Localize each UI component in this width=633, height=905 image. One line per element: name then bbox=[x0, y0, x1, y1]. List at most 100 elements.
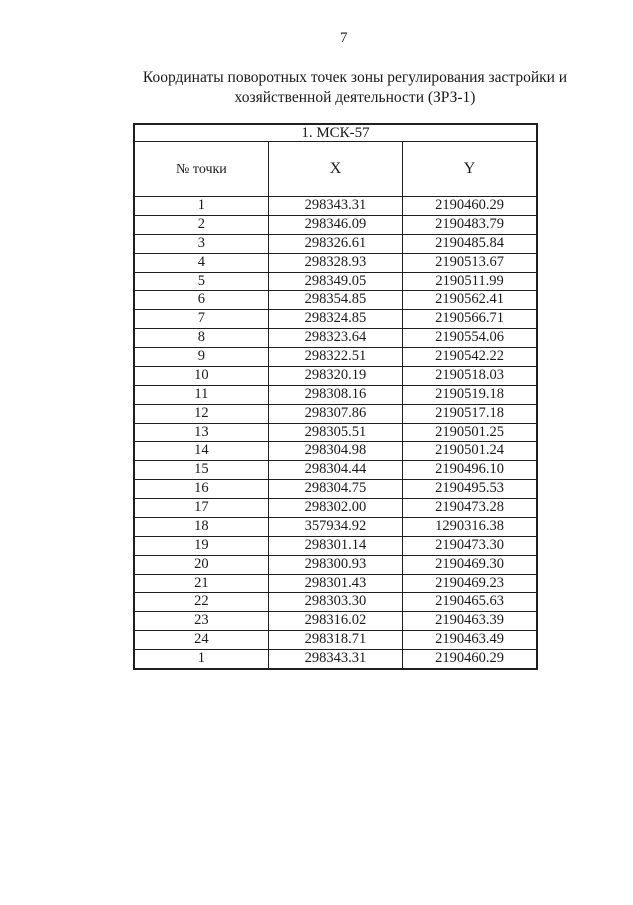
cell-x: 298346.09 bbox=[267, 214, 404, 235]
cell-point-number: 17 bbox=[133, 498, 269, 518]
table-row: 8 298323.64 2190554.06 bbox=[133, 328, 538, 348]
table-row: 1 298343.31 2190460.29 bbox=[133, 648, 538, 670]
column-header-point-number: № точки bbox=[133, 141, 269, 197]
cell-x: 298322.51 bbox=[267, 347, 404, 367]
cell-x: 298320.19 bbox=[267, 365, 404, 386]
cell-y: 2190463.39 bbox=[402, 611, 538, 632]
cell-point-number: 5 bbox=[133, 271, 269, 292]
cell-point-number: 24 bbox=[133, 630, 269, 650]
cell-x: 298343.31 bbox=[267, 196, 404, 216]
table-row: 10 298320.19 2190518.03 bbox=[133, 365, 538, 386]
cell-point-number: 18 bbox=[133, 516, 269, 537]
table-row: 14 298304.98 2190501.24 bbox=[133, 441, 538, 462]
cell-x: 298303.30 bbox=[267, 592, 404, 613]
table-row: 9 298322.51 2190542.22 bbox=[133, 347, 538, 367]
cell-point-number: 4 bbox=[133, 252, 269, 273]
cell-x: 298301.43 bbox=[267, 573, 404, 594]
cell-point-number: 6 bbox=[133, 290, 269, 311]
cell-point-number: 23 bbox=[133, 611, 269, 632]
table-row: 16 298304.75 2190495.53 bbox=[133, 479, 538, 499]
cell-point-number: 14 bbox=[133, 441, 269, 462]
cell-x: 298316.02 bbox=[267, 611, 404, 632]
cell-y: 2190485.84 bbox=[402, 233, 538, 254]
column-header-x: X bbox=[267, 141, 404, 197]
cell-y: 2190460.29 bbox=[402, 648, 538, 670]
cell-x: 298326.61 bbox=[267, 233, 404, 254]
cell-x: 298328.93 bbox=[267, 252, 404, 273]
cell-x: 298343.31 bbox=[267, 648, 404, 670]
document-title: Координаты поворотных точек зоны регулир… bbox=[110, 68, 600, 108]
cell-y: 2190463.49 bbox=[402, 630, 538, 650]
cell-point-number: 10 bbox=[133, 365, 269, 386]
cell-x: 298301.14 bbox=[267, 535, 404, 556]
cell-point-number: 2 bbox=[133, 214, 269, 235]
cell-y: 2190483.79 bbox=[402, 214, 538, 235]
cell-y: 2190473.28 bbox=[402, 498, 538, 518]
table-row: 11 298308.16 2190519.18 bbox=[133, 384, 538, 405]
table-row: 12 298307.86 2190517.18 bbox=[133, 403, 538, 424]
table-row: 3 298326.61 2190485.84 bbox=[133, 233, 538, 254]
table-row: 13 298305.51 2190501.25 bbox=[133, 422, 538, 443]
table-row: 4 298328.93 2190513.67 bbox=[133, 252, 538, 273]
cell-point-number: 20 bbox=[133, 554, 269, 575]
cell-point-number: 15 bbox=[133, 460, 269, 481]
cell-y: 2190542.22 bbox=[402, 347, 538, 367]
cell-y: 2190495.53 bbox=[402, 479, 538, 499]
cell-point-number: 13 bbox=[133, 422, 269, 443]
table-row: 24 298318.71 2190463.49 bbox=[133, 630, 538, 650]
cell-x: 298308.16 bbox=[267, 384, 404, 405]
table-caption-row: 1. МСК-57 bbox=[133, 123, 538, 142]
cell-y: 2190562.41 bbox=[402, 290, 538, 311]
table-row: 18 357934.92 1290316.38 bbox=[133, 516, 538, 537]
table-row: 20 298300.93 2190469.30 bbox=[133, 554, 538, 575]
cell-y: 2190501.25 bbox=[402, 422, 538, 443]
cell-x: 298318.71 bbox=[267, 630, 404, 650]
table-row: 1 298343.31 2190460.29 bbox=[133, 196, 538, 216]
table-row: 17 298302.00 2190473.28 bbox=[133, 498, 538, 518]
table-header-row: № точки X Y bbox=[133, 141, 538, 197]
coordinates-table: 1. МСК-57 № точки X Y 1 298343.31 2190460.… bbox=[133, 123, 538, 670]
cell-y: 2190469.30 bbox=[402, 554, 538, 575]
table-row: 2 298346.09 2190483.79 bbox=[133, 214, 538, 235]
cell-x: 298354.85 bbox=[267, 290, 404, 311]
cell-x: 298304.98 bbox=[267, 441, 404, 462]
cell-point-number: 1 bbox=[133, 648, 269, 670]
table-row: 23 298316.02 2190463.39 bbox=[133, 611, 538, 632]
table-row: 7 298324.85 2190566.71 bbox=[133, 309, 538, 330]
cell-point-number: 8 bbox=[133, 328, 269, 348]
cell-y: 2190518.03 bbox=[402, 365, 538, 386]
cell-x: 357934.92 bbox=[267, 516, 404, 537]
cell-y: 2190511.99 bbox=[402, 271, 538, 292]
cell-point-number: 19 bbox=[133, 535, 269, 556]
cell-x: 298305.51 bbox=[267, 422, 404, 443]
cell-point-number: 11 bbox=[133, 384, 269, 405]
document-title-line-2: хозяйственной деятельности (ЗРЗ-1) bbox=[234, 89, 476, 106]
cell-y: 2190460.29 bbox=[402, 196, 538, 216]
cell-y: 2190473.30 bbox=[402, 535, 538, 556]
cell-y: 2190501.24 bbox=[402, 441, 538, 462]
cell-point-number: 9 bbox=[133, 347, 269, 367]
cell-point-number: 7 bbox=[133, 309, 269, 330]
cell-y: 2190513.67 bbox=[402, 252, 538, 273]
cell-y: 2190566.71 bbox=[402, 309, 538, 330]
cell-point-number: 22 bbox=[133, 592, 269, 613]
cell-point-number: 12 bbox=[133, 403, 269, 424]
cell-y: 2190554.06 bbox=[402, 328, 538, 348]
table-row: 19 298301.14 2190473.30 bbox=[133, 535, 538, 556]
cell-y: 2190517.18 bbox=[402, 403, 538, 424]
cell-x: 298324.85 bbox=[267, 309, 404, 330]
table-row: 5 298349.05 2190511.99 bbox=[133, 271, 538, 292]
cell-x: 298323.64 bbox=[267, 328, 404, 348]
document-title-line-1: Координаты поворотных точек зоны регулир… bbox=[142, 69, 568, 86]
cell-y: 1290316.38 bbox=[402, 516, 538, 537]
table-row: 21 298301.43 2190469.23 bbox=[133, 573, 538, 594]
cell-x: 298300.93 bbox=[267, 554, 404, 575]
cell-y: 2190465.63 bbox=[402, 592, 538, 613]
cell-x: 298304.75 bbox=[267, 479, 404, 499]
table-row: 22 298303.30 2190465.63 bbox=[133, 592, 538, 613]
cell-y: 2190519.18 bbox=[402, 384, 538, 405]
cell-x: 298349.05 bbox=[267, 271, 404, 292]
cell-y: 2190469.23 bbox=[402, 573, 538, 594]
table-row: 15 298304.44 2190496.10 bbox=[133, 460, 538, 481]
